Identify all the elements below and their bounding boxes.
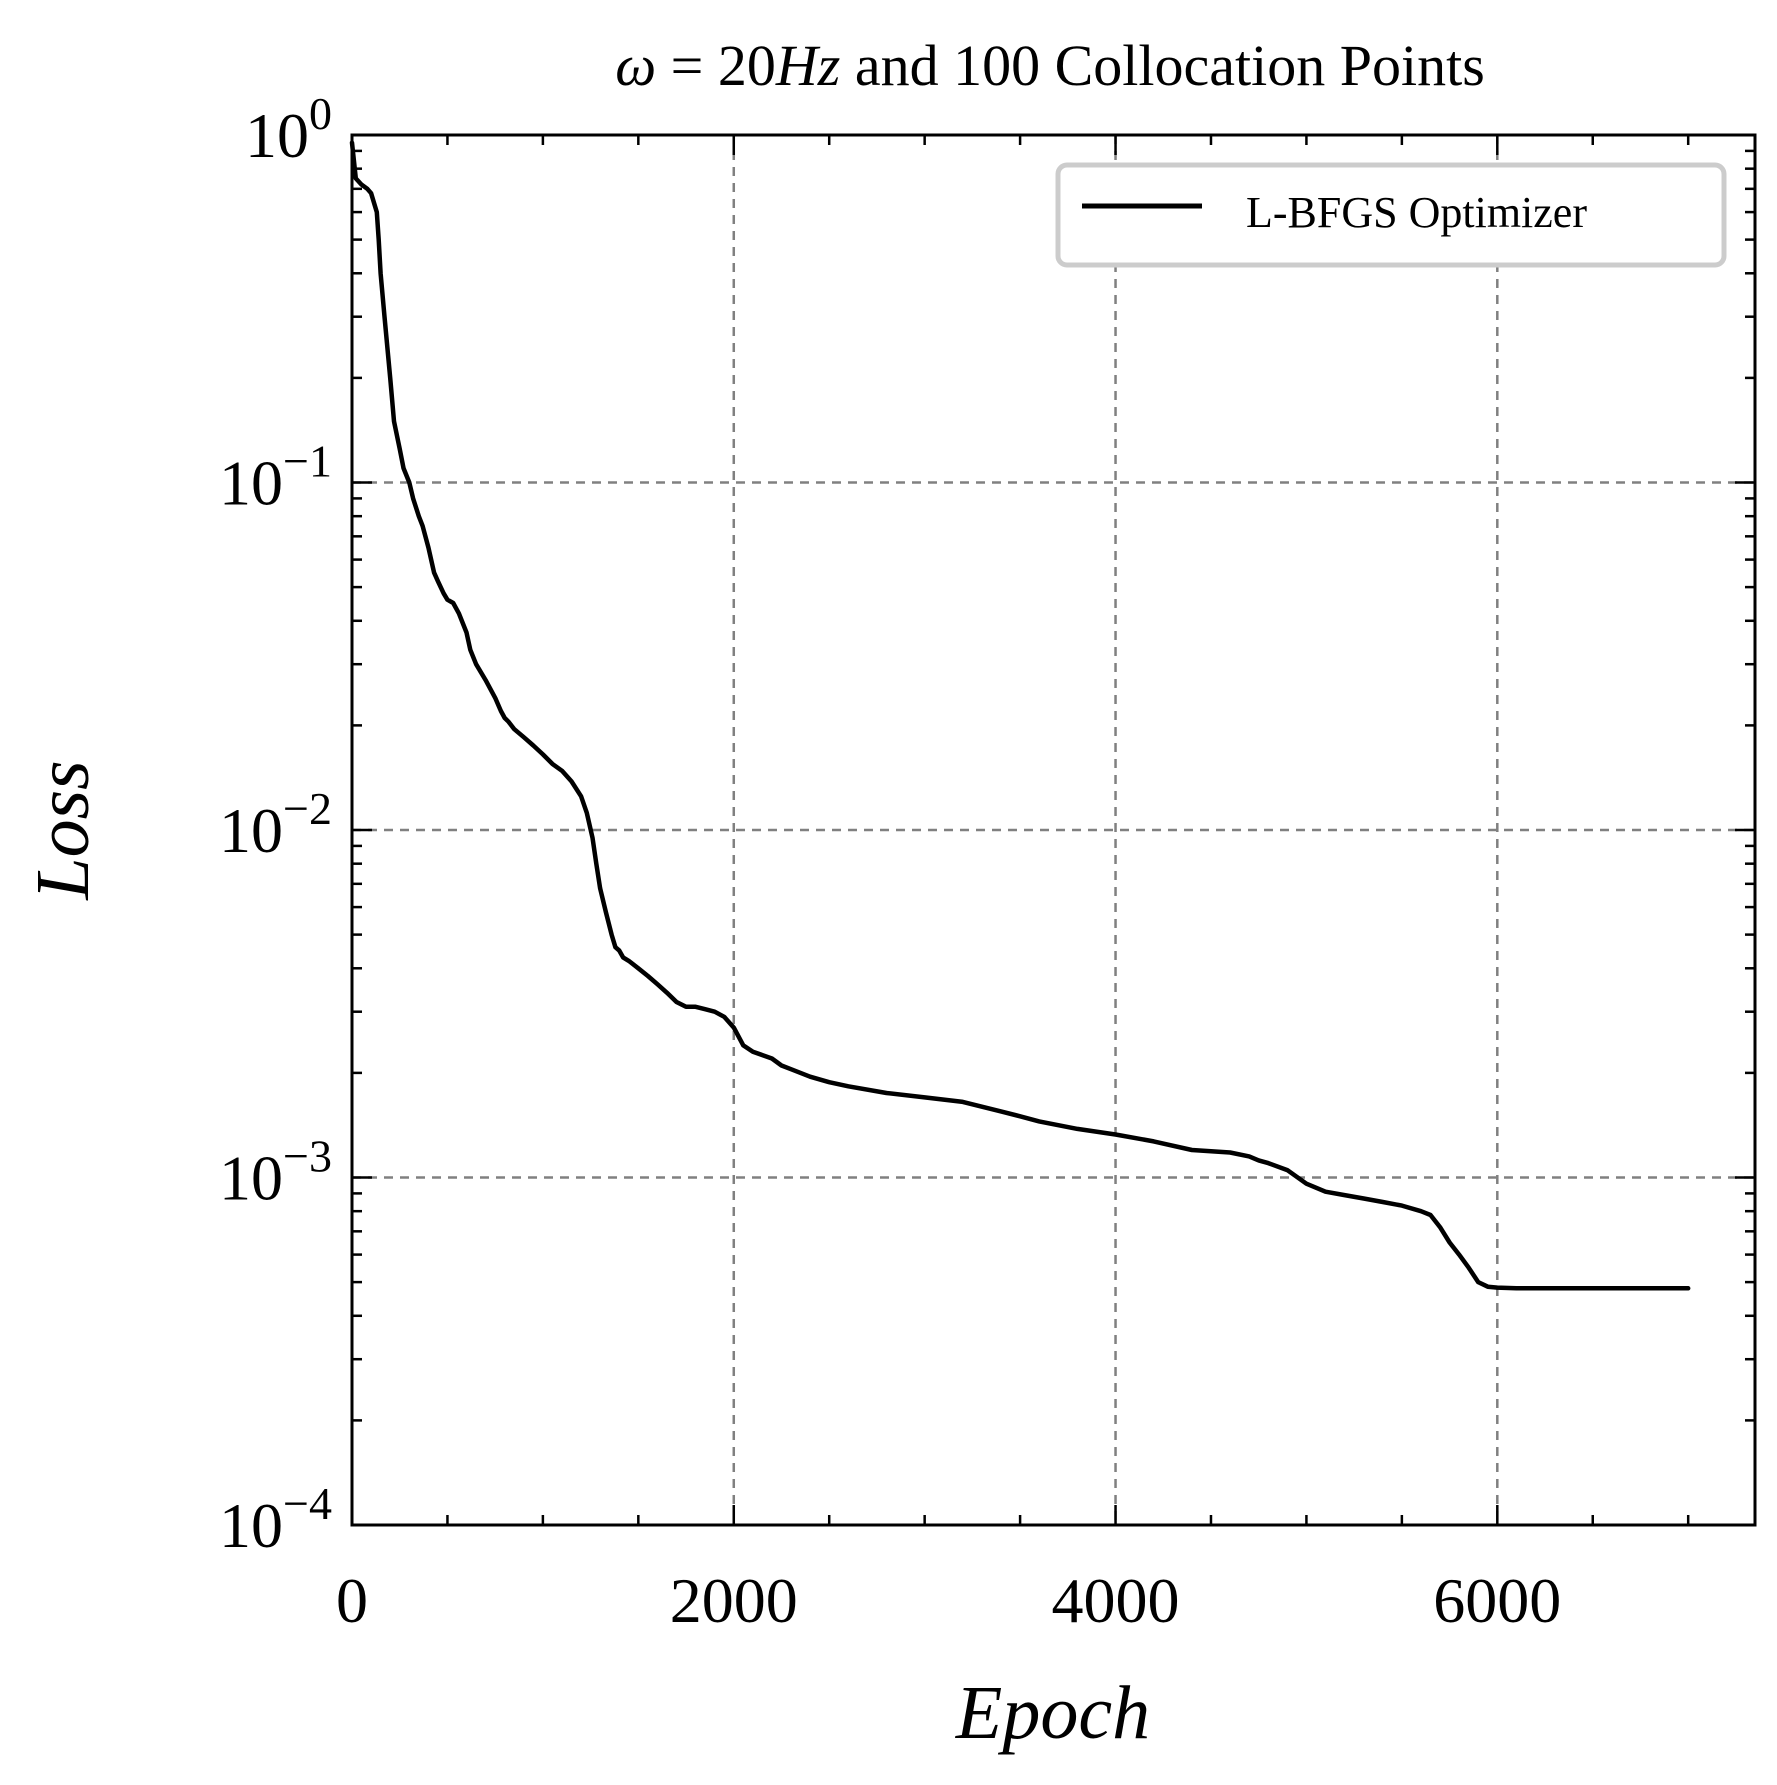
series-line-lbfgs xyxy=(349,140,1691,1291)
title-unit: Hz xyxy=(775,33,840,98)
legend-box xyxy=(1055,162,1727,268)
y-tick-label: 10−3 xyxy=(219,1131,332,1214)
legend: L-BFGS Optimizer xyxy=(1055,162,1727,268)
chart-title: ω = 20Hz and 100 Collocation Points xyxy=(615,33,1485,98)
y-tick-label: 100 xyxy=(245,88,332,171)
y-tick-label: 10−2 xyxy=(219,783,332,866)
x-tick-labels: 0 2000 4000 6000 xyxy=(336,1565,1561,1636)
title-equals: = xyxy=(656,33,718,98)
x-tick-label: 2000 xyxy=(670,1565,798,1636)
legend-label: L-BFGS Optimizer xyxy=(1246,188,1587,237)
plot-frame xyxy=(350,133,1757,1527)
title-rest: and 100 Collocation Points xyxy=(840,33,1484,98)
y-tick-label: 10−4 xyxy=(219,1478,332,1561)
series-layer xyxy=(349,140,1691,1291)
grid xyxy=(352,135,1755,1525)
x-tick-label: 0 xyxy=(336,1565,368,1636)
y-tick-labels: 100 10−1 10−2 10−3 10−4 xyxy=(219,88,332,1561)
x-tick-label: 4000 xyxy=(1052,1565,1180,1636)
y-axis-label: Loss xyxy=(21,760,105,900)
x-axis-label: Epoch xyxy=(955,1671,1150,1755)
title-number: 20 xyxy=(718,33,776,98)
y-tick-label: 10−1 xyxy=(219,436,332,519)
x-tick-label: 6000 xyxy=(1433,1565,1561,1636)
title-omega: ω xyxy=(615,33,656,98)
